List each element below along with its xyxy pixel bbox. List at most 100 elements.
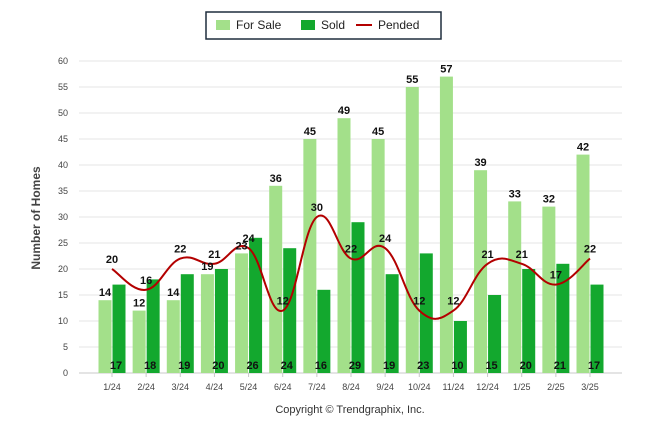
legend-label: For Sale bbox=[236, 18, 282, 32]
pended-line bbox=[111, 214, 591, 320]
bar-for-sale bbox=[166, 300, 180, 373]
legend-swatch bbox=[301, 20, 315, 30]
bar-for-sale bbox=[303, 139, 317, 373]
data-label-for-sale: 45 bbox=[372, 126, 384, 138]
bar-sold bbox=[488, 295, 502, 373]
data-label-for-sale: 33 bbox=[509, 188, 521, 200]
data-label-for-sale: 32 bbox=[543, 194, 555, 206]
bar-for-sale bbox=[405, 87, 419, 373]
pended-line-path bbox=[111, 214, 591, 320]
x-tick-label: 3/25 bbox=[581, 382, 599, 392]
bar-sold bbox=[453, 321, 467, 373]
data-label-sold: 19 bbox=[178, 360, 190, 372]
legend-label: Pended bbox=[378, 18, 419, 32]
data-label-pended: 16 bbox=[140, 275, 152, 287]
x-tick-label: 12/24 bbox=[476, 382, 499, 392]
data-label-for-sale: 12 bbox=[133, 298, 145, 310]
bars bbox=[98, 76, 604, 373]
x-tick-label: 1/25 bbox=[513, 382, 531, 392]
x-tick-label: 5/24 bbox=[240, 382, 258, 392]
data-label-pended: 12 bbox=[413, 296, 425, 308]
x-tick-label: 9/24 bbox=[376, 382, 394, 392]
y-tick-label: 20 bbox=[58, 264, 68, 274]
data-label-for-sale: 14 bbox=[99, 287, 112, 299]
data-label-pended: 22 bbox=[345, 244, 357, 256]
y-tick-label: 60 bbox=[58, 56, 68, 66]
y-tick-label: 5 bbox=[63, 342, 68, 352]
data-label-sold: 18 bbox=[144, 360, 156, 372]
bar-for-sale bbox=[337, 118, 351, 373]
x-tick-label: 2/24 bbox=[137, 382, 155, 392]
data-label-for-sale: 42 bbox=[577, 142, 589, 154]
y-tick-label: 30 bbox=[58, 212, 68, 222]
data-label-sold: 17 bbox=[588, 360, 600, 372]
x-tick-label: 8/24 bbox=[342, 382, 360, 392]
copyright-text: Copyright © Trendgraphix, Inc. bbox=[275, 404, 424, 416]
legend-items: For Sale Sold Pended bbox=[216, 18, 419, 32]
bar-sold bbox=[590, 284, 604, 373]
bar-for-sale bbox=[371, 139, 385, 373]
y-tick-label: 40 bbox=[58, 160, 68, 170]
x-tick-label: 3/24 bbox=[172, 382, 190, 392]
y-axis-title: Number of Homes bbox=[29, 166, 43, 270]
data-label-for-sale: 45 bbox=[304, 126, 316, 138]
data-label-pended: 21 bbox=[481, 249, 493, 261]
bar-sold bbox=[317, 289, 331, 373]
data-label-for-sale: 23 bbox=[235, 240, 247, 252]
x-axis-ticks: 1/24 2/24 3/24 4/24 5/24 6/24 7/24 8/24 9/24 10/2… bbox=[103, 373, 599, 392]
bar-sold bbox=[522, 269, 536, 373]
bar-sold bbox=[146, 279, 160, 373]
bar-for-sale bbox=[576, 154, 590, 373]
bar-for-sale bbox=[98, 300, 112, 373]
data-label-sold: 26 bbox=[246, 360, 258, 372]
y-tick-label: 10 bbox=[58, 316, 68, 326]
data-label-pended: 20 bbox=[106, 254, 118, 266]
data-label-sold: 20 bbox=[520, 360, 532, 372]
x-tick-label: 2/25 bbox=[547, 382, 565, 392]
y-tick-label: 45 bbox=[58, 134, 68, 144]
data-label-sold: 20 bbox=[212, 360, 224, 372]
bar-for-sale bbox=[132, 310, 146, 373]
x-tick-label: 10/24 bbox=[408, 382, 431, 392]
data-label-for-sale: 55 bbox=[406, 74, 418, 86]
data-label-sold: 15 bbox=[485, 360, 497, 372]
bar-for-sale bbox=[235, 253, 249, 373]
x-tick-label: 6/24 bbox=[274, 382, 292, 392]
bar-sold bbox=[214, 269, 228, 373]
bar-sold bbox=[385, 274, 399, 373]
legend-box bbox=[205, 11, 442, 40]
data-label-sold: 23 bbox=[417, 360, 429, 372]
bar-sold bbox=[112, 284, 126, 373]
data-label-sold: 21 bbox=[554, 360, 566, 372]
data-label-sold: 24 bbox=[281, 360, 294, 372]
bar-for-sale bbox=[508, 201, 522, 373]
y-tick-label: 35 bbox=[58, 186, 68, 196]
bar-sold bbox=[283, 248, 297, 373]
data-label-for-sale: 19 bbox=[201, 261, 213, 273]
bar-for-sale bbox=[200, 274, 214, 373]
data-label-for-sale: 14 bbox=[167, 287, 180, 299]
bar-for-sale bbox=[439, 76, 453, 373]
y-tick-label: 15 bbox=[58, 290, 68, 300]
y-axis-ticks: 0 5 10 15 20 25 30 35 40 45 50 55 60 bbox=[58, 56, 68, 378]
bar-sold bbox=[556, 263, 570, 373]
data-label-sold: 10 bbox=[451, 360, 463, 372]
data-label-sold: 19 bbox=[383, 360, 395, 372]
data-label-sold: 29 bbox=[349, 360, 361, 372]
legend: For Sale Sold Pended bbox=[205, 11, 442, 40]
bar-for-sale bbox=[269, 185, 283, 373]
data-label-pended: 24 bbox=[379, 233, 392, 245]
data-label-pended: 24 bbox=[242, 233, 255, 245]
data-label-pended: 22 bbox=[584, 244, 596, 256]
data-label-for-sale: 49 bbox=[338, 105, 350, 117]
data-label-pended: 22 bbox=[174, 244, 186, 256]
data-label-sold: 16 bbox=[315, 360, 327, 372]
bar-sold bbox=[180, 274, 194, 373]
data-label-sold: 17 bbox=[110, 360, 122, 372]
legend-label: Sold bbox=[321, 18, 345, 32]
bar-sold bbox=[419, 253, 433, 373]
data-labels: 14 17 12 18 14 19 19 20 23 26 36 24 45 16 49 29 45 19 55 23… bbox=[99, 64, 600, 372]
data-label-pended: 21 bbox=[516, 249, 528, 261]
data-label-for-sale: 39 bbox=[474, 157, 486, 169]
